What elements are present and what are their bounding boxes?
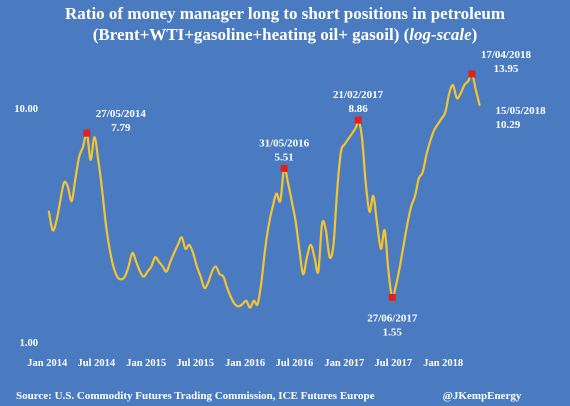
annotation-value: 10.29: [496, 119, 521, 131]
annotation-date: 31/05/2016: [259, 137, 310, 149]
peak-marker: [468, 70, 476, 78]
peak-marker: [83, 129, 91, 137]
annotation-value: 13.95: [494, 63, 519, 75]
source-note: Source: U.S. Commodity Futures Trading C…: [16, 390, 375, 402]
y-tick-label: 1.00: [20, 338, 38, 349]
x-tick-label: Jan 2017: [324, 358, 364, 369]
x-tick-label: Jul 2015: [176, 358, 214, 369]
x-tick-label: Jan 2014: [27, 358, 68, 369]
annotation-date: 15/05/2018: [496, 105, 547, 117]
annotation-value: 5.51: [275, 151, 294, 163]
annotation-date: 21/02/2017: [333, 89, 384, 101]
subtitle-end: ): [472, 25, 478, 44]
peak-marker: [354, 116, 362, 124]
annotation-date: 27/05/2014: [96, 108, 147, 120]
peak-marker: [280, 164, 288, 172]
chart-title: Ratio of money manager long to short pos…: [65, 4, 505, 23]
x-tick-label: Jan 2016: [225, 358, 265, 369]
x-axis-ticks: Jan 2014 Jul 2014 Jan 2015 Jul 2015 Jan 2016…: [27, 358, 463, 369]
subtitle-italic: log-scale: [409, 25, 472, 44]
ratio-series-line: [47, 72, 481, 309]
peak-markers: [83, 70, 476, 301]
y-tick-label: 10.00: [14, 104, 38, 115]
x-tick-label: Jan 2015: [126, 358, 166, 369]
peak-marker: [388, 293, 396, 301]
x-tick-label: Jul 2017: [375, 358, 413, 369]
annotation-value: 1.55: [383, 326, 403, 338]
annotation-date: 17/04/2018: [481, 49, 532, 61]
y-axis-ticks: 10.00 1.00: [14, 104, 38, 349]
x-tick-label: Jan 2018: [423, 358, 463, 369]
author-credit: @JKempEnergy: [443, 390, 522, 402]
chart-subtitle: (Brent+WTI+gasoline+heating oil+ gasoil)…: [93, 25, 478, 44]
annotations: 27/05/2014 7.79 31/05/2016 5.51 21/02/2017 8.…: [96, 49, 546, 338]
x-tick-label: Jul 2014: [78, 358, 116, 369]
x-tick-label: Jul 2016: [276, 358, 314, 369]
annotation-date: 27/06/2017: [367, 312, 418, 324]
series-layer: [47, 72, 481, 309]
annotation-value: 7.79: [111, 122, 131, 134]
subtitle-main: (Brent+WTI+gasoline+heating oil+ gasoil)…: [93, 25, 410, 44]
annotation-value: 8.86: [348, 103, 368, 115]
